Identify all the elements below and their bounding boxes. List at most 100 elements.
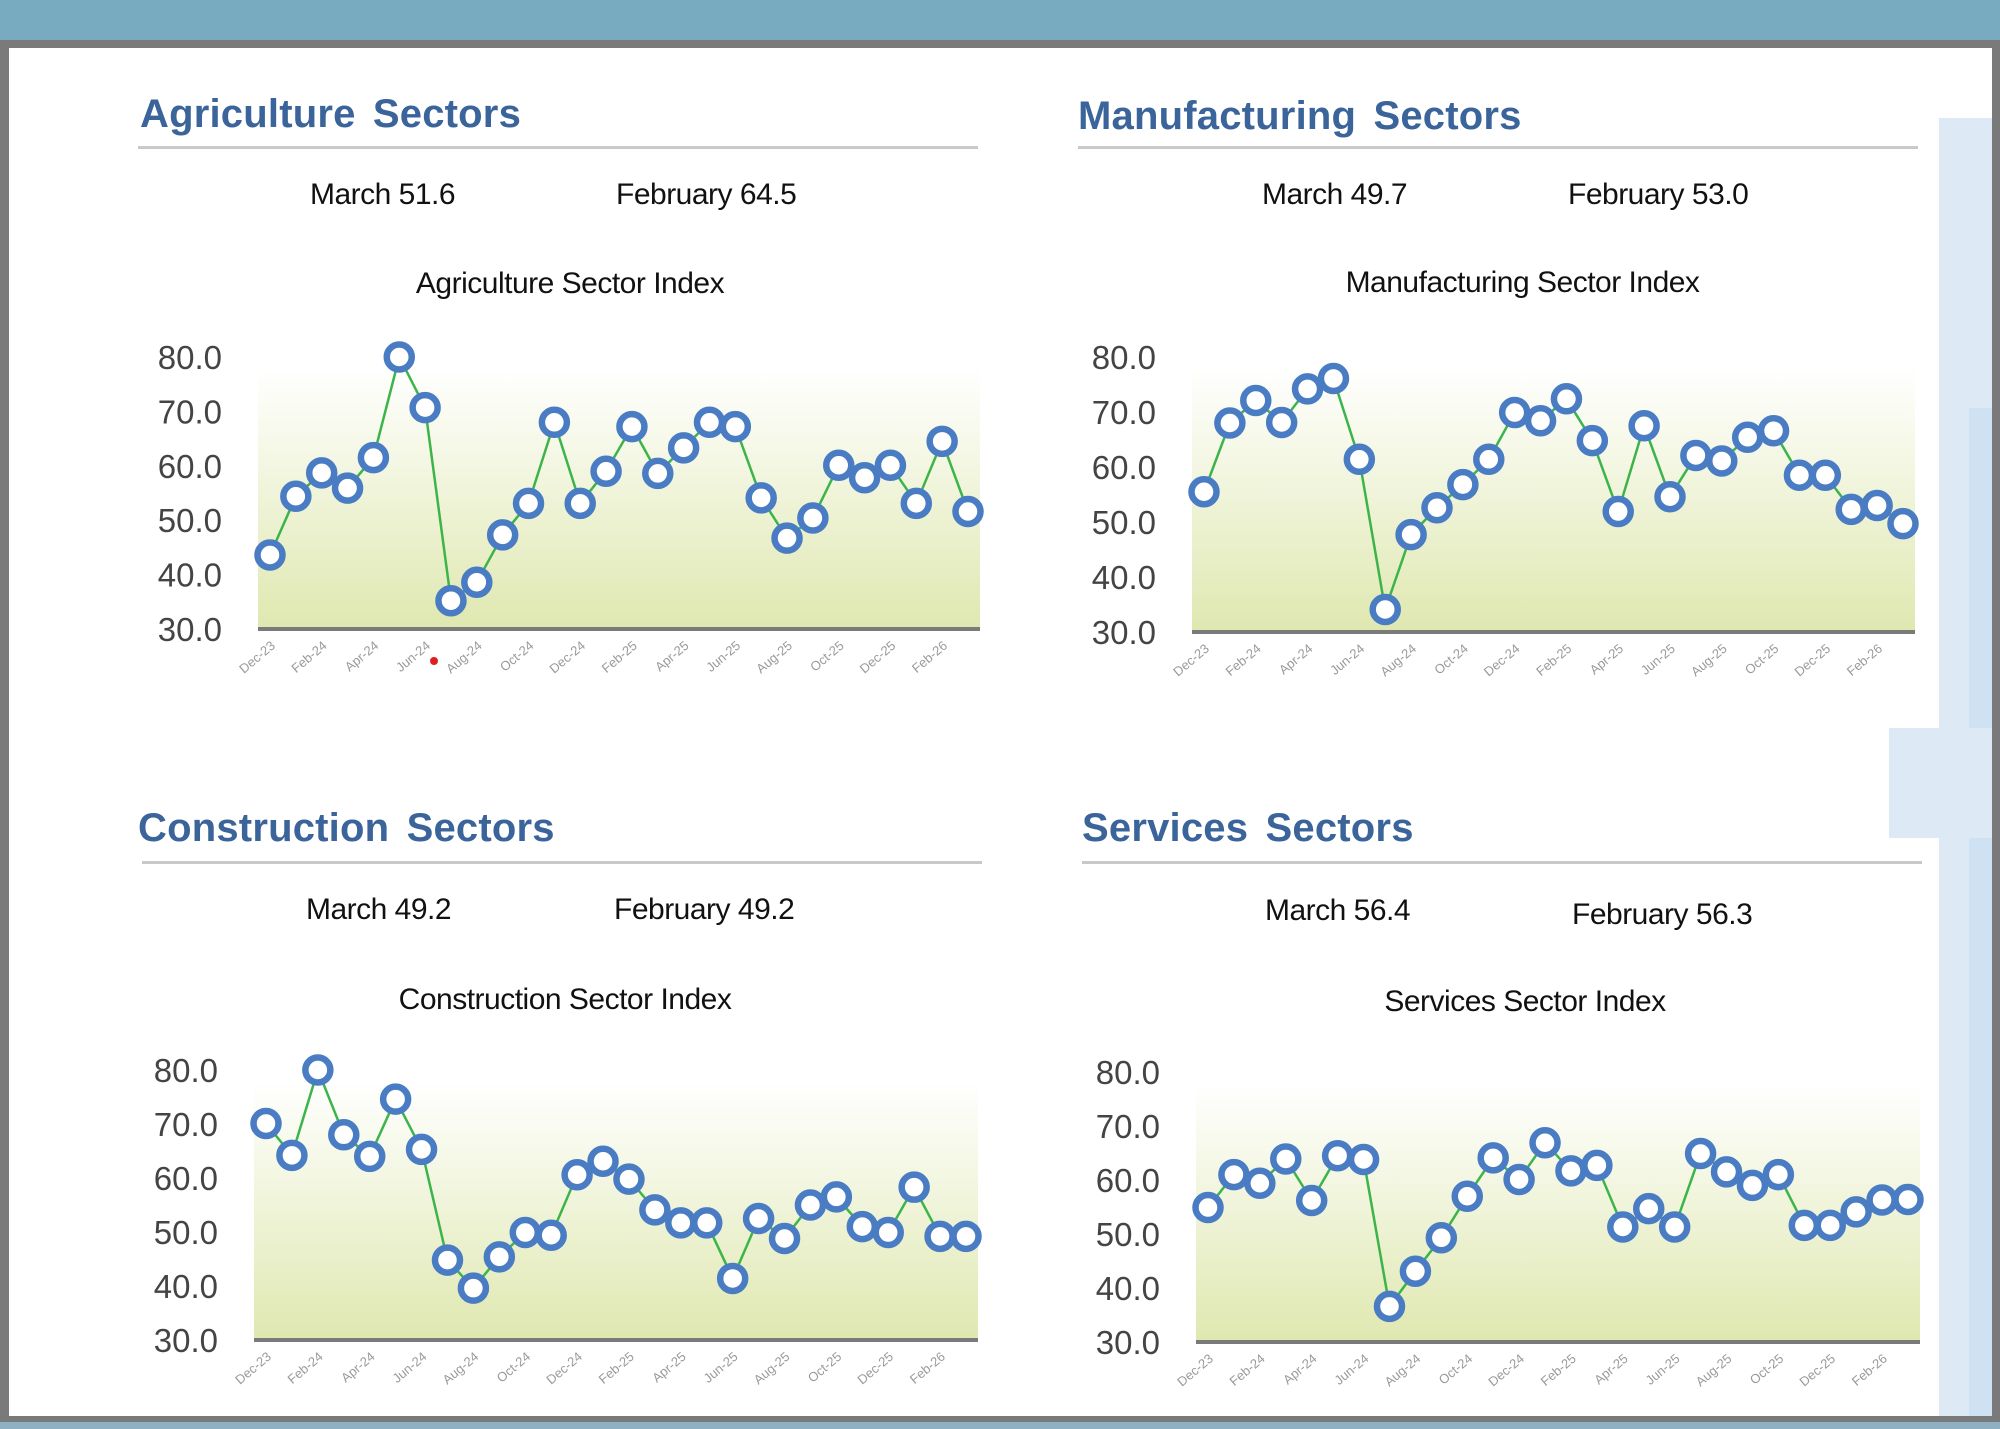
x-tick-label: Feb-24 [1227, 1351, 1268, 1389]
agriculture-chart: 80.0 70.0 60.0 50.0 40.0 30.0 Dec-23 Feb-24 Apr-… [158, 339, 984, 676]
data-point [1840, 1196, 1872, 1228]
x-tick-label: Aug-24 [1377, 641, 1419, 679]
data-point [1654, 480, 1686, 513]
x-tick-label: Feb-24 [288, 638, 329, 676]
y-tick-label: 30.0 [1092, 614, 1156, 651]
data-point [822, 449, 855, 482]
data-point [1658, 1211, 1691, 1243]
y-tick-label: 30.0 [154, 1322, 218, 1359]
data-point [1473, 443, 1505, 476]
bottom-strip [0, 1422, 2000, 1429]
data-point [616, 410, 648, 443]
data-point [1632, 1192, 1665, 1225]
x-tick-label: Dec-25 [854, 1349, 896, 1387]
agriculture-february-value: February 64.5 [616, 178, 797, 211]
x-tick-label: Dec-24 [546, 638, 588, 676]
x-tick-label: Jun-24 [1331, 1351, 1371, 1388]
y-tick-label: 40.0 [1092, 559, 1156, 596]
data-point [538, 406, 571, 439]
x-tick-label: Feb-24 [285, 1349, 326, 1387]
x-tick-label: Feb-26 [1849, 1351, 1890, 1389]
data-point [1757, 414, 1790, 447]
construction-chart-title: Construction Sector Index [398, 983, 732, 1016]
y-tick-label: 60.0 [158, 448, 222, 485]
data-point [509, 1216, 542, 1249]
manufacturing-chart-title: Manufacturing Sector Index [1345, 266, 1700, 299]
decorative-shape [1969, 408, 1992, 1416]
x-tick-label: Dec-24 [1481, 641, 1523, 679]
x-tick-label: Oct-25 [805, 1349, 845, 1386]
data-point [794, 1189, 827, 1221]
construction-section-title: Construction Sectors [138, 806, 555, 850]
data-point [1343, 443, 1376, 476]
x-tick-label: Aug-25 [1688, 641, 1730, 679]
y-tick-label: 60.0 [1092, 449, 1156, 486]
x-tick-label: Jun-25 [701, 1349, 741, 1386]
data-point [1451, 1180, 1484, 1212]
x-tick-label: Jun-24 [393, 638, 433, 675]
x-tick-label: Apr-25 [652, 638, 692, 675]
data-point [690, 1207, 723, 1239]
y-tick-label: 40.0 [158, 557, 222, 594]
y-tick-label: 70.0 [1092, 394, 1156, 431]
x-tick-label: Jun-24 [1327, 641, 1367, 678]
marker-dot [430, 657, 438, 665]
x-tick-label: Aug-25 [1693, 1351, 1735, 1389]
y-tick-label: 30.0 [1096, 1324, 1160, 1361]
data-point [564, 487, 596, 520]
agriculture-march-value: March 51.6 [310, 178, 456, 211]
data-point [1762, 1158, 1795, 1191]
services-chart-title: Services Sector Index [1384, 985, 1666, 1018]
data-point [276, 1139, 308, 1172]
top-banner [0, 0, 2000, 40]
data-point [328, 1119, 360, 1151]
x-tick-label: Aug-24 [1382, 1351, 1424, 1389]
x-tick-label: Dec-25 [1796, 1351, 1838, 1389]
x-tick-label: Apr-24 [1280, 1351, 1320, 1388]
data-point [1788, 1209, 1821, 1242]
data-point [952, 495, 984, 528]
x-tick-label: Oct-25 [1747, 1351, 1787, 1388]
data-point [1602, 495, 1634, 528]
series-line [1207, 1140, 1909, 1310]
data-point [950, 1220, 982, 1253]
data-point [512, 487, 545, 520]
manufacturing-march-value: March 49.7 [1262, 178, 1408, 211]
data-point [1373, 1290, 1406, 1323]
data-point [331, 472, 364, 504]
x-tick-label: Dec-25 [1792, 641, 1834, 679]
data-point [1581, 1149, 1613, 1182]
data-point [1866, 1184, 1898, 1216]
data-point [1892, 1183, 1924, 1216]
data-point [587, 1145, 619, 1178]
data-point [486, 519, 519, 551]
y-tick-label: 50.0 [1096, 1216, 1160, 1253]
data-point [431, 1244, 464, 1276]
data-point [898, 1171, 930, 1203]
data-point [1425, 1222, 1458, 1254]
y-tick-label: 40.0 [154, 1268, 218, 1305]
data-point [1321, 1139, 1354, 1172]
construction-chart: 80.0 70.0 60.0 50.0 40.0 30.0 Dec-23 Feb-24 Apr-… [154, 1052, 982, 1387]
data-point [483, 1241, 516, 1273]
section-divider [138, 146, 978, 149]
y-tick-label: 50.0 [154, 1214, 218, 1251]
data-point [693, 406, 726, 439]
data-point [1214, 407, 1246, 439]
x-tick-label: Dec-24 [543, 1349, 585, 1387]
data-point [1680, 439, 1712, 472]
x-tick-label: Apr-25 [1587, 641, 1627, 678]
x-tick-label: Feb-25 [599, 638, 640, 676]
y-tick-label: 50.0 [1092, 504, 1156, 541]
x-tick-label: Oct-25 [807, 638, 847, 675]
data-point [667, 432, 700, 464]
data-point [1887, 507, 1919, 540]
data-point [1736, 1169, 1769, 1202]
x-tick-label: Oct-25 [1742, 641, 1782, 678]
data-point [1555, 1155, 1587, 1187]
decorative-shape [1889, 728, 1992, 838]
y-tick-label: 70.0 [1096, 1108, 1160, 1145]
y-tick-label: 80.0 [1096, 1054, 1160, 1091]
x-tick-label: Dec-23 [1174, 1351, 1216, 1389]
x-tick-label: Apr-24 [342, 638, 382, 675]
